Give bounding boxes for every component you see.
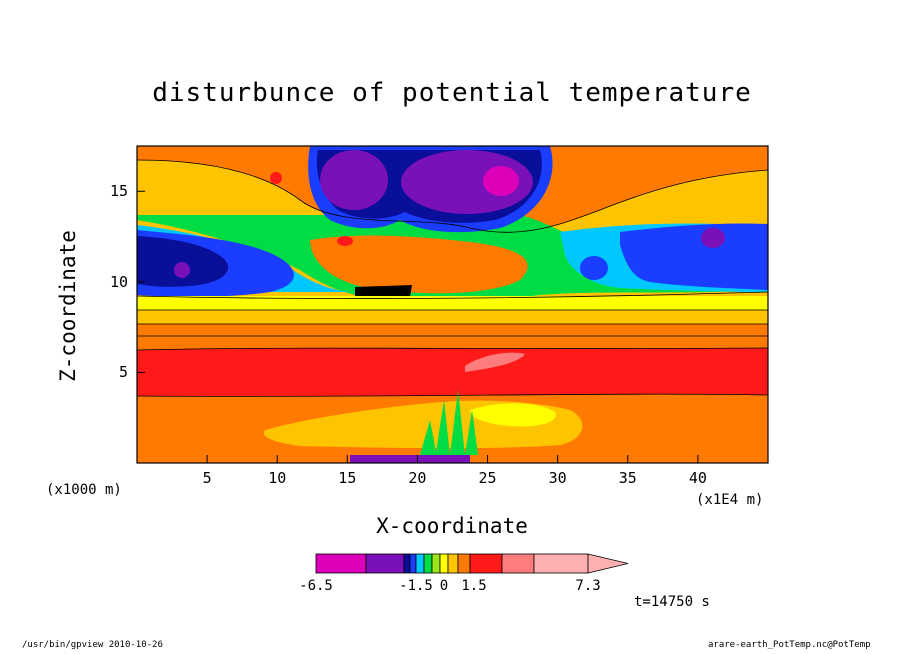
colorbar-segment [469,553,503,574]
colorbar [315,553,629,574]
y-axis-label: Z-coordinate [56,230,80,382]
contour-fill-area [137,146,768,463]
contour-pink-spot [465,352,525,372]
x-tick-label: 5 [202,469,212,487]
colorbar-segment [365,553,405,574]
x-axis-ticks [206,455,699,463]
x-tick-label: 30 [548,469,567,487]
colorbar-tick-label: -1.5 [399,578,433,594]
y-tick-label: 10 [109,272,128,291]
y-axis-ticks [137,190,145,373]
contour-red-band [137,348,768,397]
y-tick-label: 5 [118,363,128,382]
contour-red-spot-2 [337,236,353,246]
x-axis-unit-right: (x1E4 m) [696,492,764,508]
plot-frame [136,145,769,464]
footer-left: /usr/bin/gpview 2010-10-26 [22,640,163,650]
time-label: t=14750 s [634,594,710,610]
colorbar-segment [315,553,367,574]
colorbar-tick-label: 0 [439,578,449,594]
colorbar-segment [431,553,441,574]
colorbar-segment [457,553,471,574]
contour-convective-spikes [420,390,478,455]
x-tick-label: 25 [478,469,497,487]
contour-blue-blob [580,256,608,280]
contour-purple-right [401,150,533,214]
colorbar-tick-label: 7.3 [575,578,601,594]
colorbar-segment [439,553,449,574]
colorbar-segment [501,553,535,574]
contour-orange-wedge [310,235,528,294]
x-axis-unit: (x1000 m) [46,482,122,498]
contour-lower-yellow [470,403,556,427]
colorbar-extend-arrow [587,553,629,574]
y-tick-label: 15 [109,182,128,201]
chart-title: disturbunce of potential temperature [152,78,752,108]
x-axis-label: X-coordinate [376,514,528,538]
colorbar-segment [533,553,589,574]
colorbar-segment [447,553,459,574]
colorbar-tick-label: 1.5 [461,578,487,594]
contour-purple-blob-right [701,228,725,248]
contour-purple-left [320,150,388,210]
contour-darkblue-left [137,236,229,287]
contour-magenta-left [174,262,190,278]
colorbar-segment [403,553,411,574]
footer-right: arare-earth_PotTemp.nc@PotTemp [708,640,871,650]
colorbar-segment [415,553,425,574]
contour-yellow-layer [137,296,768,310]
contour-red-spot [270,172,282,184]
colorbar-tick-label: -6.5 [299,578,333,594]
x-tick-label: 15 [338,469,357,487]
contour-dark-anvil [355,285,412,297]
x-tick-label: 35 [618,469,637,487]
contour-surface-dark [350,455,470,463]
contour-lightorange-layer [137,310,768,324]
x-tick-label: 40 [688,469,707,487]
contour-lines [137,159,768,397]
contour-blue-right [620,223,768,290]
x-tick-label: 10 [268,469,287,487]
contour-magenta-core [483,166,519,196]
x-tick-label: 20 [408,469,427,487]
colorbar-segment [409,553,417,574]
colorbar-segment [423,553,433,574]
